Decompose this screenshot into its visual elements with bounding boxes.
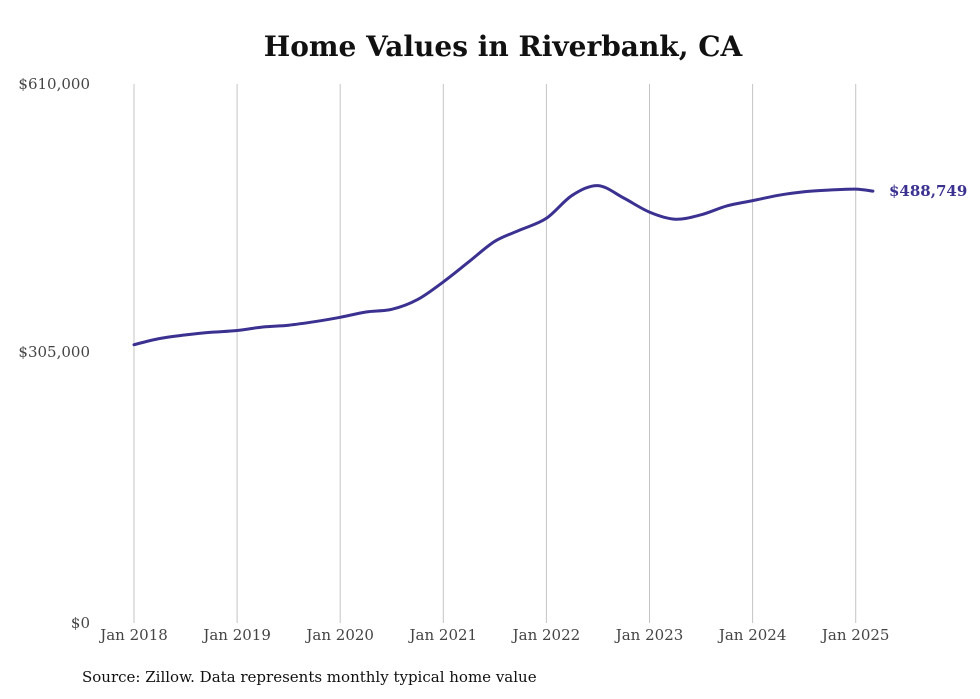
source-note: Source: Zillow. Data represents monthly …: [82, 668, 537, 686]
x-tick-label: Jan 2023: [614, 626, 684, 644]
x-tick-label: Jan 2019: [201, 626, 271, 644]
x-tick-label: Jan 2021: [408, 626, 478, 644]
chart-title: Home Values in Riverbank, CA: [263, 30, 743, 63]
x-tick-label: Jan 2024: [717, 626, 787, 644]
end-value-label: $488,749: [889, 182, 967, 200]
y-tick-label: $305,000: [18, 343, 90, 361]
y-tick-label: $0: [71, 614, 90, 632]
home-value-line: [132, 184, 875, 347]
y-tick-label: $610,000: [18, 75, 90, 93]
x-tick-label: Jan 2022: [511, 626, 581, 644]
x-tick-label: Jan 2018: [98, 626, 168, 644]
x-tick-label: Jan 2025: [820, 626, 890, 644]
x-tick-label: Jan 2020: [304, 626, 374, 644]
